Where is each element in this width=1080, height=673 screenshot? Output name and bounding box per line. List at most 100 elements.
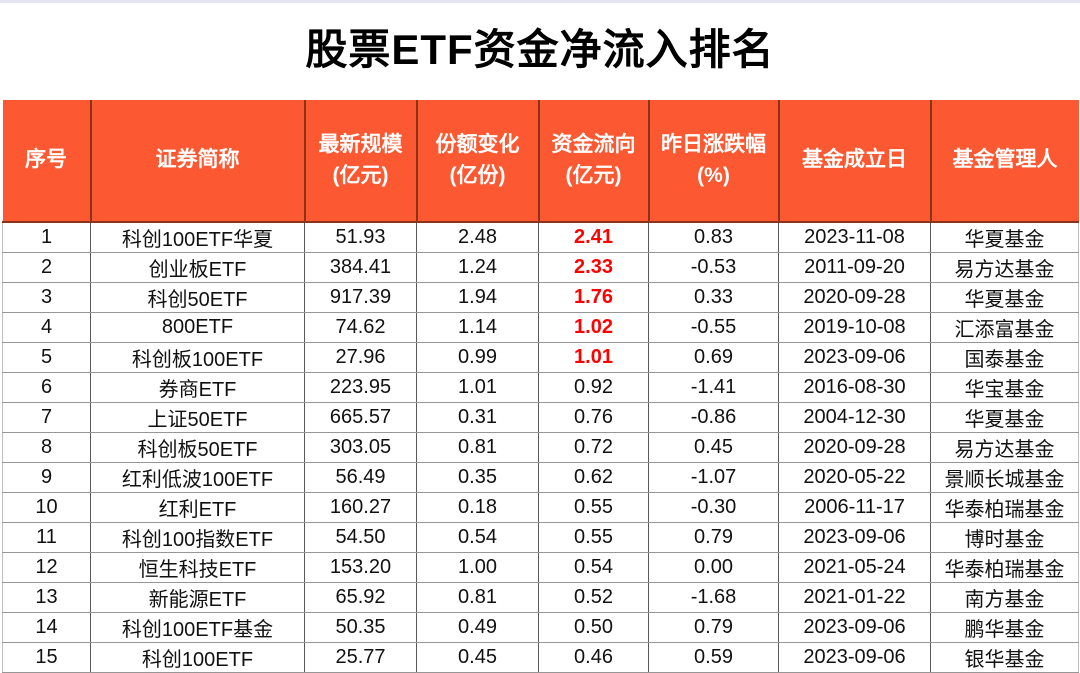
cell-r3-c1: 科创50ETF <box>90 282 305 313</box>
cell-r13-c4: 0.52 <box>538 582 649 613</box>
column-header-label: 基金管理人 <box>952 148 1058 172</box>
cell-r2-c4: 2.33 <box>538 252 649 283</box>
etf-ranking-table-container: 序号 证券简称 最新规模 (亿元) 份额变化 (亿份) 资金流向 (亿元) 昨日涨跌幅 (%) 基金… <box>2 100 1079 673</box>
cell-r6-c4: 0.92 <box>538 372 649 403</box>
cell-r4-c3: 1.14 <box>416 312 539 343</box>
cell-r9-c6: 2020-05-22 <box>778 462 931 493</box>
cell-r2-c2: 384.41 <box>304 252 417 283</box>
cell-r5-c7: 国泰基金 <box>930 342 1079 373</box>
cell-r1-c5: 0.83 <box>648 221 779 253</box>
cell-r13-c1: 新能源ETF <box>90 582 305 613</box>
cell-r9-c4: 0.62 <box>538 462 649 493</box>
cell-r15-c0: 15 <box>2 642 91 673</box>
column-header-7: 基金管理人 <box>929 100 1079 223</box>
cell-r11-c7: 博时基金 <box>930 522 1079 553</box>
column-header-unit: (亿份) <box>449 163 506 187</box>
cell-r10-c3: 0.18 <box>416 492 539 523</box>
column-header-3: 份额变化 (亿份) <box>415 100 539 223</box>
cell-r6-c5: -1.41 <box>648 372 779 403</box>
cell-r12-c6: 2021-05-24 <box>778 552 931 583</box>
cell-r4-c2: 74.62 <box>304 312 417 343</box>
header-row: 序号 证券简称 最新规模 (亿元) 份额变化 (亿份) 资金流向 (亿元) 昨日涨跌幅 (%) 基金… <box>2 100 1079 223</box>
cell-r11-c6: 2023-09-06 <box>778 522 931 553</box>
cell-r6-c3: 1.01 <box>416 372 539 403</box>
cell-r14-c1: 科创100ETF基金 <box>90 612 305 643</box>
cell-r10-c4: 0.55 <box>538 492 649 523</box>
cell-r15-c2: 25.77 <box>304 642 417 673</box>
table-row: 13 新能源ETF 65.92 0.81 0.52 -1.68 2021-01-22 南方基金 <box>2 582 1079 613</box>
cell-r13-c5: -1.68 <box>648 582 779 613</box>
cell-r15-c1: 科创100ETF <box>90 642 305 673</box>
cell-r11-c3: 0.54 <box>416 522 539 553</box>
cell-r12-c4: 0.54 <box>538 552 649 583</box>
cell-r12-c2: 153.20 <box>304 552 417 583</box>
cell-r8-c1: 科创板50ETF <box>90 432 305 463</box>
cell-r1-c6: 2023-11-08 <box>778 221 931 253</box>
cell-r9-c5: -1.07 <box>648 462 779 493</box>
cell-r12-c7: 华泰柏瑞基金 <box>930 552 1079 583</box>
table-row: 15 科创100ETF 25.77 0.45 0.46 0.59 2023-09-06 银华基… <box>2 642 1079 673</box>
cell-r1-c7: 华夏基金 <box>930 221 1079 253</box>
cell-r8-c2: 303.05 <box>304 432 417 463</box>
cell-r3-c4: 1.76 <box>538 282 649 313</box>
cell-r5-c4: 1.01 <box>538 342 649 373</box>
cell-r13-c7: 南方基金 <box>930 582 1079 613</box>
cell-r1-c0: 1 <box>2 221 91 253</box>
cell-r1-c3: 2.48 <box>416 221 539 253</box>
cell-r15-c6: 2023-09-06 <box>778 642 931 673</box>
cell-r1-c1: 科创100ETF华夏 <box>90 221 305 253</box>
table-row: 6 券商ETF 223.95 1.01 0.92 -1.41 2016-08-30 华宝基金 <box>2 372 1079 403</box>
cell-r12-c1: 恒生科技ETF <box>90 552 305 583</box>
cell-r1-c2: 51.93 <box>304 221 417 253</box>
cell-r10-c2: 160.27 <box>304 492 417 523</box>
table-row: 11 科创100指数ETF 54.50 0.54 0.55 0.79 2023-09-06 博… <box>2 522 1079 553</box>
column-header-label: 基金成立日 <box>802 148 907 172</box>
cell-r13-c2: 65.92 <box>304 582 417 613</box>
cell-r11-c0: 11 <box>2 522 91 553</box>
cell-r4-c1: 800ETF <box>90 312 305 343</box>
cell-r4-c4: 1.02 <box>538 312 649 343</box>
column-header-6: 基金成立日 <box>777 100 931 223</box>
cell-r6-c7: 华宝基金 <box>930 372 1079 403</box>
cell-r12-c5: 0.00 <box>648 552 779 583</box>
table-row: 9 红利低波100ETF 56.49 0.35 0.62 -1.07 2020-05-22 景… <box>2 462 1079 493</box>
cell-r3-c6: 2020-09-28 <box>778 282 931 313</box>
cell-r2-c7: 易方达基金 <box>930 252 1079 283</box>
column-header-1: 证券简称 <box>89 100 305 223</box>
cell-r8-c7: 易方达基金 <box>930 432 1079 463</box>
cell-r2-c3: 1.24 <box>416 252 539 283</box>
cell-r5-c3: 0.99 <box>416 342 539 373</box>
cell-r1-c4: 2.41 <box>538 221 649 253</box>
cell-r14-c5: 0.79 <box>648 612 779 643</box>
cell-r2-c6: 2011-09-20 <box>778 252 931 283</box>
cell-r6-c1: 券商ETF <box>90 372 305 403</box>
cell-r14-c2: 50.35 <box>304 612 417 643</box>
column-header-0: 序号 <box>2 100 91 223</box>
column-header-unit: (亿元) <box>565 163 622 187</box>
cell-r10-c0: 10 <box>2 492 91 523</box>
cell-r10-c7: 华泰柏瑞基金 <box>930 492 1079 523</box>
column-header-label: 最新规模 <box>318 133 403 157</box>
cell-r12-c3: 1.00 <box>416 552 539 583</box>
cell-r6-c0: 6 <box>2 372 91 403</box>
cell-r7-c0: 7 <box>2 402 91 433</box>
table-row: 14 科创100ETF基金 50.35 0.49 0.50 0.79 2023-09-06 鹏… <box>2 612 1079 643</box>
cell-r14-c0: 14 <box>2 612 91 643</box>
cell-r2-c0: 2 <box>2 252 91 283</box>
column-header-5: 昨日涨跌幅 (%) <box>647 100 779 223</box>
page-title: 股票ETF资金净流入排名 <box>305 26 775 73</box>
cell-r7-c2: 665.57 <box>304 402 417 433</box>
table-body: 1 科创100ETF华夏 51.93 2.48 2.41 0.83 2023-11-08 华夏… <box>2 221 1079 673</box>
cell-r8-c5: 0.45 <box>648 432 779 463</box>
table-row: 10 红利ETF 160.27 0.18 0.55 -0.30 2006-11-17 华泰柏瑞… <box>2 492 1079 523</box>
cell-r7-c3: 0.31 <box>416 402 539 433</box>
column-header-4: 资金流向 (亿元) <box>537 100 649 223</box>
cell-r3-c5: 0.33 <box>648 282 779 313</box>
cell-r9-c2: 56.49 <box>304 462 417 493</box>
column-header-label: 资金流向 <box>551 133 636 157</box>
cell-r13-c3: 0.81 <box>416 582 539 613</box>
cell-r2-c5: -0.53 <box>648 252 779 283</box>
column-header-label: 份额变化 <box>435 133 520 157</box>
table-row: 12 恒生科技ETF 153.20 1.00 0.54 0.00 2021-05-24 华泰柏… <box>2 552 1079 583</box>
cell-r15-c7: 银华基金 <box>930 642 1079 673</box>
